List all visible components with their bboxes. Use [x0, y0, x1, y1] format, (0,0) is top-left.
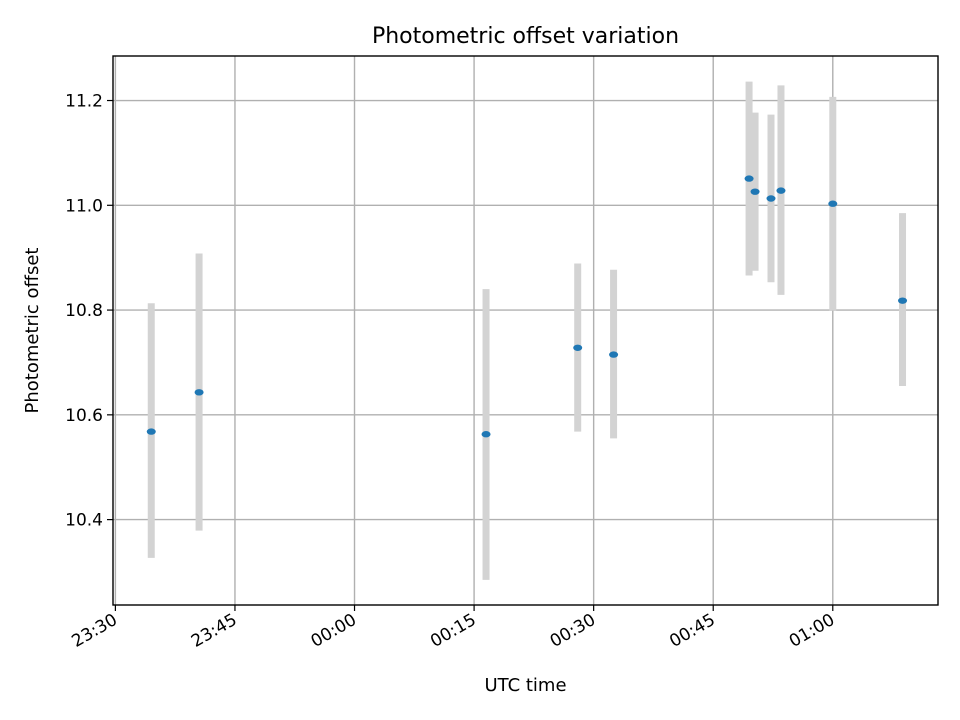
data-point — [828, 200, 838, 207]
data-point — [573, 344, 583, 351]
data-point — [609, 351, 619, 358]
data-point — [776, 187, 786, 194]
data-point — [750, 188, 760, 195]
plot-frame — [112, 55, 939, 606]
data-point — [766, 195, 776, 202]
x-tick-label: 00:00 — [308, 610, 360, 652]
y-axis-ticks: 10.4 10.6 10.8 11.0 11.2 — [65, 92, 113, 531]
data-points — [146, 175, 908, 438]
x-tick-label: 01:00 — [786, 610, 838, 652]
x-tick-label: 00:30 — [547, 610, 599, 652]
x-tick-label: 23:30 — [68, 610, 120, 652]
data-point — [146, 428, 156, 435]
data-point — [744, 175, 754, 182]
error-bars — [147, 81, 907, 580]
data-point — [194, 389, 204, 396]
y-tick-label: 10.6 — [65, 406, 103, 426]
y-axis-label: Photometric offset — [22, 248, 43, 414]
x-axis-label: UTC time — [484, 675, 566, 696]
x-tick-label: 00:15 — [427, 610, 479, 652]
data-point — [898, 297, 908, 304]
x-axis-ticks: 23:30 23:45 00:00 00:15 00:30 00:45 01:00 — [68, 605, 838, 652]
y-tick-label: 11.2 — [65, 92, 103, 112]
grid — [113, 56, 938, 605]
x-tick-label: 23:45 — [188, 610, 240, 652]
y-tick-label: 11.0 — [65, 196, 103, 216]
x-tick-label: 00:45 — [666, 610, 718, 652]
data-point — [481, 431, 491, 438]
chart-title: Photometric offset variation — [372, 24, 679, 49]
y-tick-label: 10.8 — [65, 301, 103, 321]
y-tick-label: 10.4 — [65, 511, 103, 531]
